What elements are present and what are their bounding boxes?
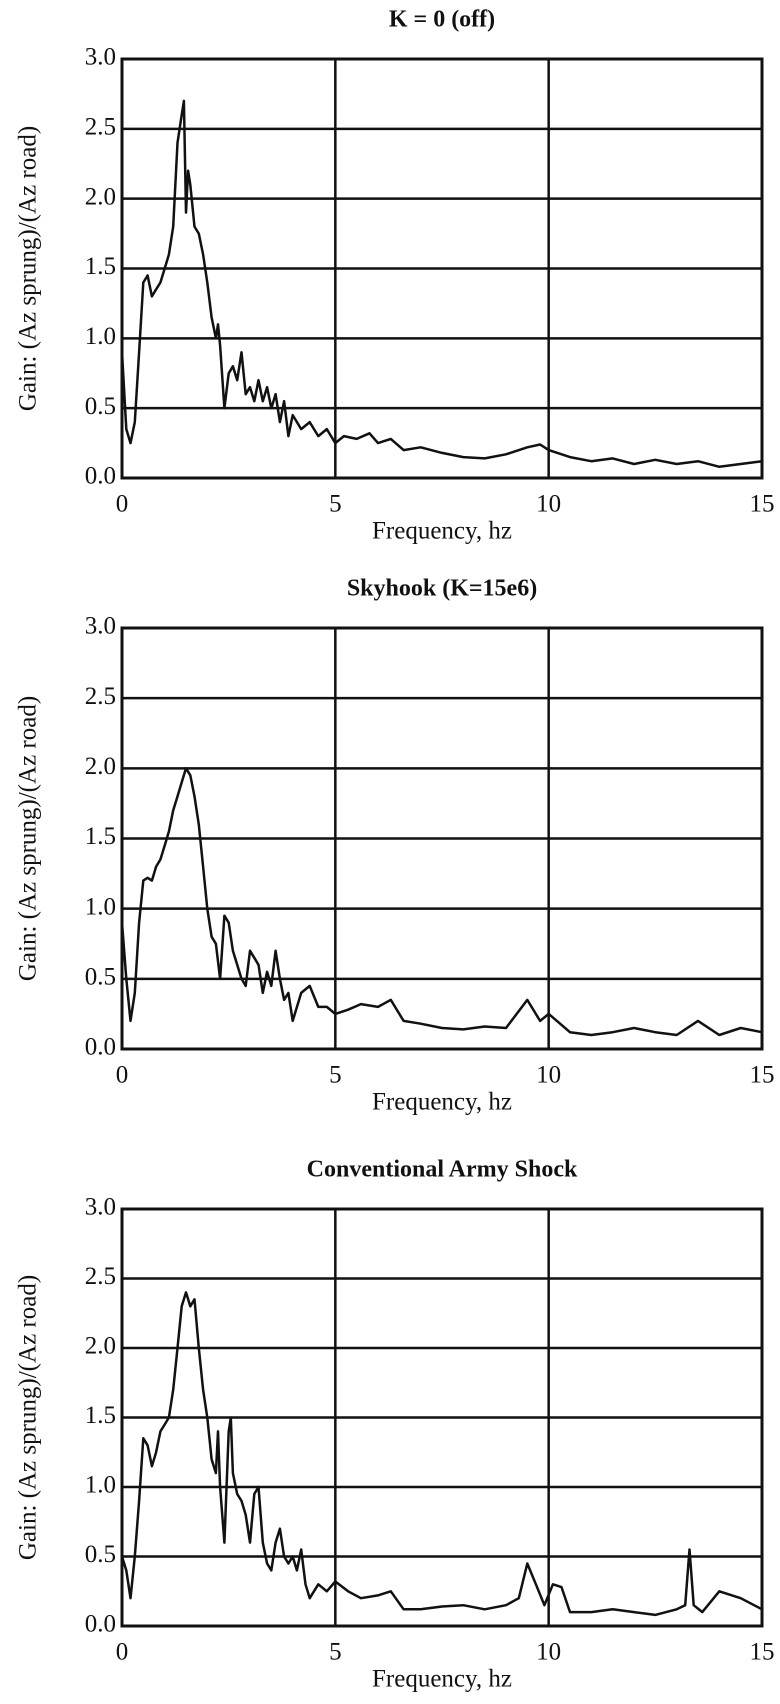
y-tick-label: 0.0 bbox=[85, 1034, 116, 1061]
x-tick-label: 5 bbox=[329, 1639, 342, 1666]
data-line bbox=[120, 767, 763, 1037]
y-tick-label: 2.0 bbox=[85, 753, 116, 780]
y-tick-label: 1.5 bbox=[85, 253, 116, 280]
x-tick-label: 10 bbox=[536, 491, 561, 518]
y-tick-label: 2.5 bbox=[85, 1263, 116, 1290]
y-tick-label: 3.0 bbox=[85, 1194, 116, 1221]
x-tick-label: 15 bbox=[750, 1639, 775, 1666]
data-line bbox=[120, 99, 763, 469]
y-tick-label: 0.5 bbox=[85, 1541, 116, 1568]
plot-frame bbox=[120, 57, 764, 480]
y-axis-label: Gain: (Az sprung)/(Az road) bbox=[15, 126, 42, 411]
plot-frame bbox=[120, 626, 764, 1051]
chart-title: Skyhook (K=15e6) bbox=[347, 576, 537, 602]
y-tick-label: 1.5 bbox=[85, 823, 116, 850]
y-axis-label: Gain: (Az sprung)/(Az road) bbox=[15, 1275, 42, 1560]
y-tick-label: 1.0 bbox=[85, 323, 116, 350]
x-axis-label: Frequency, hz bbox=[372, 1666, 512, 1693]
y-tick-label: 0.5 bbox=[85, 964, 116, 991]
plot-frame bbox=[120, 1207, 764, 1628]
x-tick-label: 10 bbox=[536, 1062, 561, 1089]
x-tick-label: 15 bbox=[750, 491, 775, 518]
x-axis-label: Frequency, hz bbox=[372, 518, 512, 545]
data-line bbox=[120, 1291, 763, 1617]
y-tick-label: 0.0 bbox=[85, 463, 116, 490]
y-tick-label: 0.5 bbox=[85, 393, 116, 420]
chart-title: Conventional Army Shock bbox=[307, 1157, 578, 1183]
y-axis-label: Gain: (Az sprung)/(Az road) bbox=[15, 696, 42, 981]
x-tick-label: 5 bbox=[329, 491, 342, 518]
y-tick-label: 1.0 bbox=[85, 893, 116, 920]
y-tick-label: 3.0 bbox=[85, 613, 116, 640]
chart-title: K = 0 (off) bbox=[389, 7, 495, 33]
y-tick-label: 2.0 bbox=[85, 183, 116, 210]
y-tick-label: 2.5 bbox=[85, 683, 116, 710]
y-tick-label: 1.0 bbox=[85, 1472, 116, 1499]
x-tick-label: 10 bbox=[536, 1639, 561, 1666]
y-tick-label: 0.0 bbox=[85, 1611, 116, 1638]
x-tick-label: 15 bbox=[750, 1062, 775, 1089]
y-tick-label: 3.0 bbox=[85, 44, 116, 71]
y-tick-label: 2.5 bbox=[85, 114, 116, 141]
x-tick-label: 5 bbox=[329, 1062, 342, 1089]
y-tick-label: 2.0 bbox=[85, 1333, 116, 1360]
x-tick-label: 0 bbox=[116, 491, 129, 518]
x-tick-label: 0 bbox=[116, 1062, 129, 1089]
x-tick-label: 0 bbox=[116, 1639, 129, 1666]
x-axis-label: Frequency, hz bbox=[372, 1089, 512, 1116]
y-tick-label: 1.5 bbox=[85, 1402, 116, 1429]
